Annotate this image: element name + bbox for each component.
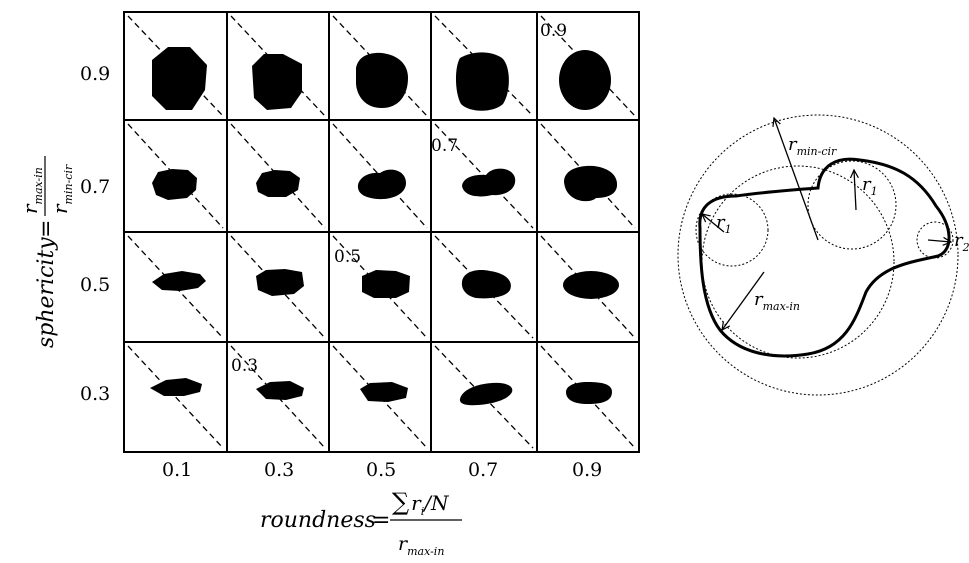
roundness-tick: 0.9: [572, 459, 602, 481]
particle-shape-r0-c4: [559, 50, 611, 110]
diagonal-guide-r2-c4: [540, 235, 636, 339]
min-circumscribed-circle: [677, 114, 959, 396]
diagonal-guide-r2-c2: [332, 235, 428, 339]
particle-shape-r1-c0: [152, 169, 197, 200]
sphericity-tick-labels: 0.9 0.7 0.5 0.3: [80, 63, 110, 405]
diagonal-guide-r2-c1: [230, 235, 326, 339]
particle-shape-r1-c1: [256, 170, 300, 197]
r-min-cir-label: rmin-cir: [788, 134, 837, 158]
particle-shape-r3-c4: [566, 382, 612, 404]
particle-shape-r0-c3: [455, 52, 509, 111]
diagonal-guide-r0-c0: [127, 15, 224, 117]
sphericity-tick: 0.3: [80, 383, 110, 405]
particle-shape-r2-c2: [362, 270, 410, 298]
sphericity-numerator: rmax-in: [18, 167, 45, 214]
roundness-tick: 0.5: [366, 459, 396, 481]
r1-top-arrow: [854, 170, 856, 211]
sphericity-tick: 0.7: [80, 176, 110, 198]
sphericity-denominator: rmin-cir: [48, 164, 75, 214]
sphericity-word: sphericity: [34, 237, 59, 348]
sphericity-tick: 0.5: [80, 274, 110, 296]
diagonal-guide-r2-c0: [127, 235, 224, 339]
particle-shape-r3-c1: [256, 381, 304, 400]
equals-sign: =: [372, 508, 390, 533]
particle-shape-r1-c4: [564, 165, 618, 202]
diagonal-guide-r0-c4: [540, 15, 636, 117]
roundness-tick-labels: 0.1 0.3 0.5 0.7 0.9: [162, 459, 602, 481]
diagonal-guide-r3-c0: [127, 345, 224, 449]
particle-outline: [698, 157, 951, 358]
roundness-tick: 0.1: [162, 459, 192, 481]
r2-arrow: [927, 240, 951, 242]
particle-shape-r1-c2: [357, 169, 406, 200]
r1-left-arrow: [702, 214, 725, 233]
particle-shape-r2-c4: [563, 271, 619, 299]
particle-shape-r2-c0: [152, 271, 206, 291]
particle-shape-r3-c0: [150, 378, 202, 396]
grid-cell-r3-c4: [536, 341, 640, 453]
equals-sign: =: [34, 220, 59, 238]
cell-label-r0-c4: 0.9: [540, 21, 567, 41]
radius-definition-diagram: rmin-cir r1 r1 r2 rmax-in: [677, 114, 969, 396]
roundness-tick: 0.7: [468, 459, 498, 481]
r-min-cir-arrow: [774, 118, 819, 241]
diagonal-guide-r3-c1: [230, 345, 326, 449]
sphericity-tick: 0.9: [80, 63, 110, 85]
diagonal-guide-r0-c2: [332, 15, 428, 117]
sphericity-formula: sphericity = rmax-in rmin-cir: [18, 156, 75, 348]
cell-label-r1-c3: 0.7: [431, 136, 458, 156]
r1-left-label: r1: [716, 212, 732, 236]
cell-label-r3-c1: 0.3: [231, 356, 258, 376]
corner-circle-top: [807, 160, 897, 250]
particle-shape-r2-c1: [256, 269, 304, 296]
particle-shape-r3-c2: [360, 382, 408, 402]
cell-label-r2-c2: 0.5: [334, 247, 361, 267]
corner-circle-left: [695, 193, 769, 267]
roundness-numerator: ∑ ri/N: [392, 488, 450, 518]
diagonal-guide-r0-c1: [230, 15, 326, 117]
r-max-in-label: rmax-in: [754, 289, 800, 313]
particle-shape-r2-c3: [461, 270, 511, 299]
particle-shape-r0-c1: [252, 54, 302, 110]
roundness-word: roundness: [260, 508, 376, 533]
roundness-tick: 0.3: [264, 459, 294, 481]
particle-shape-r0-c2: [356, 52, 408, 108]
roundness-denominator: rmax-in: [398, 533, 444, 558]
particle-shape-r3-c3: [459, 382, 513, 406]
roundness-formula: roundness = ∑ ri/N rmax-in: [260, 488, 462, 558]
diagonal-guide-r3-c4: [540, 345, 636, 449]
particle-shape-r1-c3: [462, 168, 516, 197]
cell-value-labels: 0.9 0.7 0.5 0.3: [231, 21, 567, 376]
r-max-in-arrow: [722, 271, 765, 330]
r2-label: r2: [954, 230, 969, 254]
particle-shapes: [150, 47, 619, 406]
diagonal-guide-r3-c2: [332, 345, 428, 449]
r1-top-label: r1: [862, 174, 878, 198]
particle-shape-r0-c0: [152, 47, 207, 110]
